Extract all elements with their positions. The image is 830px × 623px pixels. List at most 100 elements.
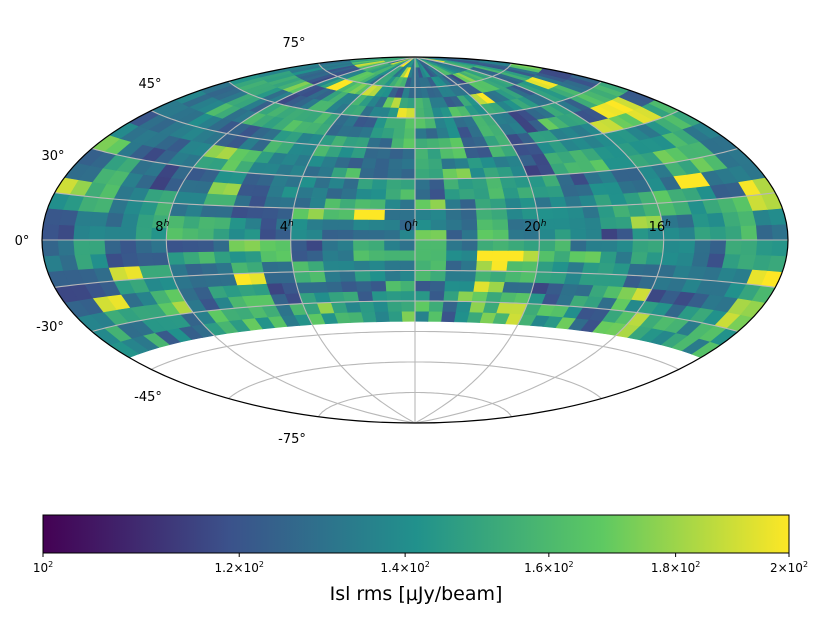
heatmap-cell — [244, 217, 262, 230]
heatmap-cell — [213, 216, 231, 230]
heatmap-cell — [405, 107, 416, 119]
heatmap-cell — [388, 147, 404, 159]
heatmap-cell — [485, 291, 503, 303]
heatmap-cell — [243, 239, 261, 252]
heatmap-cell — [472, 187, 490, 200]
heatmap-cell — [337, 208, 355, 220]
heatmap-cell — [399, 199, 416, 210]
heatmap-cell — [631, 239, 649, 253]
heatmap-cell — [368, 249, 385, 261]
lat-label-30: 30° — [41, 149, 64, 164]
heatmap-cell — [428, 178, 445, 190]
heatmap-cell — [429, 188, 446, 200]
heatmap-cell — [358, 167, 375, 179]
heatmap-cell — [337, 260, 355, 272]
meridian-line — [165, 56, 416, 424]
heatmap-cell — [337, 249, 354, 262]
heatmap-cell — [492, 239, 509, 251]
heatmap-cell — [371, 290, 388, 302]
heatmap-cell — [399, 259, 416, 271]
heatmap-cell — [308, 197, 326, 210]
heatmap-cell — [596, 205, 616, 218]
heatmap-cell — [151, 251, 170, 266]
heatmap-cell — [414, 229, 431, 241]
heatmap-cell — [260, 261, 279, 274]
heatmap-cell — [566, 206, 585, 219]
heatmap-cell — [706, 212, 726, 228]
heatmap-cell — [442, 290, 459, 302]
heatmap-cell — [276, 207, 294, 220]
heatmap-cell — [166, 215, 185, 229]
heatmap-cell — [414, 87, 423, 99]
heatmap-cell — [426, 137, 440, 149]
colorbar-tick-label: 1.2×102 — [214, 560, 264, 575]
heatmap-cell — [414, 280, 431, 292]
heatmap-cell — [444, 198, 461, 210]
heatmap-cell — [429, 280, 446, 292]
heatmap-cell — [490, 208, 508, 220]
heatmap-cell — [548, 271, 567, 284]
heatmap-cell — [291, 207, 310, 220]
heatmap-cell — [414, 127, 427, 139]
heatmap-cell — [401, 148, 416, 160]
heatmap-cell — [404, 117, 416, 129]
heatmap-cell — [57, 239, 75, 256]
heatmap-cell — [501, 187, 520, 199]
heatmap-cell — [259, 217, 277, 230]
heatmap-cell — [182, 215, 201, 229]
heatmap-cell — [414, 310, 429, 322]
heatmap-cell — [501, 281, 520, 293]
colorbar-label: Isl rms [μJy/beam] — [330, 583, 503, 605]
heatmap-cell — [693, 226, 711, 241]
heatmap-cell — [403, 127, 416, 139]
heatmap-cell — [581, 205, 600, 219]
heatmap-cell — [441, 300, 458, 312]
heatmap-cell — [426, 147, 442, 159]
heatmap-cell — [290, 239, 307, 251]
heatmap-cell — [400, 178, 416, 190]
heatmap-cell — [182, 251, 201, 265]
heatmap-cell — [708, 239, 727, 255]
heatmap-cell — [537, 250, 555, 262]
heatmap-cell — [274, 239, 292, 252]
heatmap-cell — [42, 239, 60, 257]
heatmap-cell — [383, 229, 400, 241]
heatmap-cell — [414, 117, 426, 129]
heatmap-cell — [520, 260, 539, 273]
heatmap-cell — [662, 239, 680, 253]
heatmap-cell — [693, 239, 711, 254]
heatmap-cell — [429, 198, 446, 210]
heatmap-cell — [662, 227, 680, 241]
heatmap-cell — [520, 207, 539, 220]
heatmap-cell — [414, 270, 431, 282]
heatmap-cell — [321, 239, 338, 251]
heatmap-cell — [491, 218, 509, 230]
heatmap-cell — [708, 225, 727, 241]
heatmap-cell — [352, 229, 369, 241]
heatmap-cell — [581, 261, 600, 275]
heatmap-cell — [599, 216, 617, 230]
heatmap-cell — [492, 229, 509, 241]
heatmap-cell — [135, 213, 155, 228]
heatmap-cell — [120, 252, 140, 267]
heatmap-cell — [675, 213, 695, 228]
colorbar-ticks: 102 1.2×102 1.4×102 1.6×102 1.8×102 2×102 — [33, 553, 808, 575]
heatmap-cell — [291, 260, 310, 273]
lat-label-0: 0° — [15, 234, 30, 249]
heatmap-cell — [342, 177, 360, 189]
heatmap-cell — [401, 310, 416, 322]
heatmap-cell — [181, 227, 199, 241]
heatmap-cell — [385, 290, 402, 302]
heatmap-cell — [507, 229, 525, 241]
heatmap-cell — [600, 239, 618, 252]
heatmap-cell — [305, 239, 323, 251]
heatmap-cell — [474, 270, 492, 282]
heatmap-cell — [338, 198, 356, 210]
heatmap-cell — [614, 251, 633, 264]
colorbar-tick-label: 1.6×102 — [524, 560, 574, 575]
heatmap-cell — [384, 270, 401, 282]
heatmap-cell — [387, 310, 403, 322]
lat-label-minus75: -75° — [278, 432, 306, 447]
heatmap-cell — [487, 281, 505, 293]
heatmap-cell — [383, 239, 400, 251]
